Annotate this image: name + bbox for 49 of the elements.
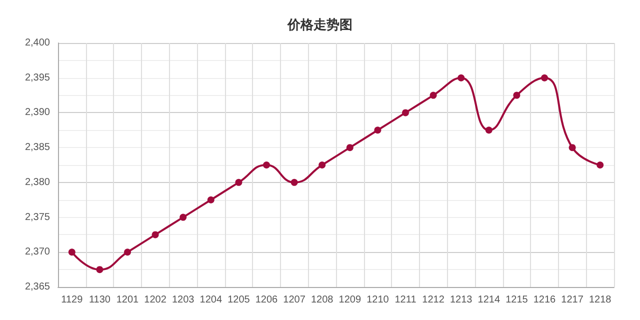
point <box>180 214 187 221</box>
x-tick-label: 1211 <box>394 294 417 306</box>
chart-title: 价格走势图 <box>286 17 352 33</box>
point <box>263 162 270 168</box>
point <box>458 74 465 82</box>
x-tick-label: 1218 <box>588 294 612 306</box>
x-tick-label: 1217 <box>561 294 584 306</box>
x-tick-label: 1201 <box>116 294 140 306</box>
point <box>513 92 520 99</box>
y-tick-label: 2,400 <box>24 38 50 48</box>
x-tick-label: 1213 <box>450 294 473 306</box>
x-tick-label: 1216 <box>533 294 556 306</box>
point <box>430 92 437 99</box>
point <box>235 178 242 186</box>
x-tick-label: 1214 <box>478 294 500 306</box>
point <box>346 144 354 152</box>
x-tick-label: 1215 <box>506 294 528 306</box>
point <box>290 178 298 186</box>
point <box>568 144 576 152</box>
point <box>96 266 104 274</box>
point <box>485 126 492 134</box>
point <box>152 231 159 238</box>
x-tick-label: 1210 <box>366 294 390 306</box>
x-tick-label: 1130 <box>88 294 111 306</box>
y-tick-label: 2,365 <box>24 282 50 292</box>
y-tick-label: 2,375 <box>24 212 50 223</box>
point <box>596 162 604 168</box>
point <box>68 248 76 256</box>
point <box>318 162 326 168</box>
point <box>124 248 131 256</box>
y-tick-label: 2,395 <box>24 72 50 84</box>
x-tick-label: 1212 <box>422 294 445 306</box>
x-tick-label: 1208 <box>310 294 334 306</box>
point <box>374 126 382 134</box>
x-tick-label: 1129 <box>61 294 84 306</box>
x-tick-label: 1206 <box>255 294 278 306</box>
y-tick-label: 2,380 <box>24 176 50 188</box>
x-tick-label: 1204 <box>200 294 222 306</box>
y-tick-label: 2,390 <box>24 107 50 118</box>
x-tick-label: 1209 <box>338 294 362 306</box>
y-tick-label: 2,385 <box>24 142 50 154</box>
y-tick-label: 2,370 <box>24 246 50 258</box>
point <box>207 196 214 204</box>
x-tick-label: 1207 <box>283 294 306 306</box>
x-tick-label: 1202 <box>144 294 167 306</box>
x-tick-label: 1205 <box>228 294 250 306</box>
point <box>541 74 548 82</box>
point <box>402 109 409 116</box>
x-tick-label: 1203 <box>172 294 195 306</box>
